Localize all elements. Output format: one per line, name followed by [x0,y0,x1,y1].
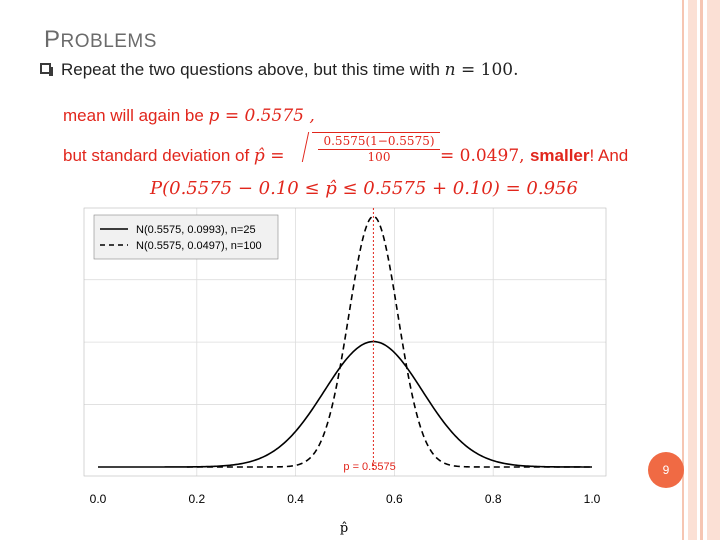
bullet-text-part: Repeat the two questions above, but this… [61,60,445,79]
title-rest: ROBLEMS [60,31,157,52]
sd-numerator: 0.5575(1−0.5575) [318,134,440,150]
series-line [98,340,592,468]
decor-stripe [700,0,703,540]
bullet-math-eq: = 100. [455,60,519,80]
sd-denominator: 100 [367,150,391,164]
sd-smaller: smaller [529,146,590,165]
sd-text: but standard deviation of [63,146,254,165]
page-number-badge: 9 [648,452,684,488]
title-cap: P [44,26,61,53]
decor-stripe [688,0,697,540]
legend: N(0.5575, 0.0993), n=25 N(0.5575, 0.0497… [93,214,279,260]
plot-frame [83,207,607,477]
bullet-icon [40,63,53,76]
bullet-math-n: n [444,60,456,80]
slide-title: PROBLEMS [44,26,157,54]
chart-grid [84,208,606,476]
x-tick-label: 0.2 [188,492,205,506]
series-line [186,215,592,468]
sd-fraction: 0.5575(1−0.5575) 100 [318,134,440,164]
prob-line: P(0.5575 − 0.10 ≤ p̂ ≤ 0.5575 + 0.10) = … [150,178,578,199]
x-tick-label: 1.0 [584,492,601,506]
vline-label: p = 0.5575 [343,461,395,473]
x-axis-label: p̂ [340,521,348,536]
mean-line: mean will again be p = 0.5575 , [63,106,315,126]
sd-result-line: = 0.0497, smaller! And [440,146,628,166]
sd-line: but standard deviation of p̂ = [63,146,284,166]
mean-math: p = 0.5575 , [208,106,315,126]
x-tick-label: 0.8 [485,492,502,506]
x-ticks: 0.0 0.2 0.4 0.6 0.8 1.0 [90,492,601,506]
mean-text: mean will again be [63,106,209,125]
chart-curves [98,215,592,468]
legend-entry: N(0.5575, 0.0497), n=100 [136,240,262,252]
decor-stripe [707,0,720,540]
sqrt-bar [312,132,440,133]
x-tick-label: 0.0 [90,492,107,506]
sd-result: = 0.0497, [440,146,530,166]
x-tick-label: 0.4 [287,492,304,506]
decor-stripe [682,0,684,540]
legend-entry: N(0.5575, 0.0993), n=25 [136,224,256,236]
sd-math-var: p̂ = [253,146,285,166]
x-tick-label: 0.6 [386,492,403,506]
sd-and: ! And [589,146,629,165]
bullet-text: Repeat the two questions above, but this… [61,60,519,80]
legend-box [93,214,279,260]
